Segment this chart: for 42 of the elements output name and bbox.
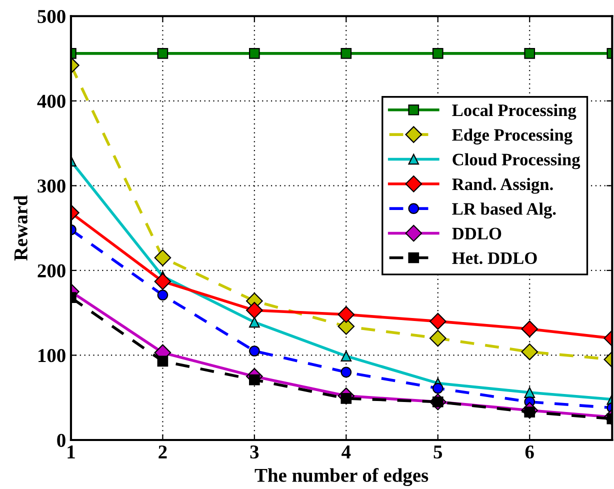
point	[157, 48, 168, 59]
legend-label: Het. DDLO	[452, 252, 537, 264]
point	[429, 312, 446, 330]
y-tick-label: 400	[37, 94, 66, 108]
point	[521, 343, 538, 360]
point	[154, 249, 172, 266]
point	[157, 290, 168, 300]
legend-label: Local Processing	[452, 104, 576, 120]
point	[340, 48, 352, 59]
y-axis-title: Reward	[14, 195, 28, 261]
x-tick-label: 3	[250, 445, 259, 459]
y-tick-label: 200	[38, 264, 66, 278]
point	[432, 48, 444, 59]
point	[246, 302, 263, 319]
x-tick-label: 6	[525, 445, 534, 459]
legend-label: DDLO	[452, 228, 502, 240]
point	[340, 366, 352, 378]
x-tick-label: 5	[434, 446, 442, 459]
x-tick-label: 2	[158, 445, 167, 458]
point	[249, 48, 260, 59]
y-tick-label: 100	[38, 349, 66, 362]
legend-label: LR based Alg.	[452, 202, 556, 218]
y-tick-label: 0	[57, 434, 66, 447]
x-tick-label: 1	[68, 446, 75, 458]
point	[154, 273, 172, 290]
point	[524, 387, 536, 398]
point	[521, 320, 538, 338]
y-tick-label: 500	[38, 10, 66, 24]
point	[249, 346, 260, 356]
point	[249, 316, 260, 328]
y-tick-label: 300	[38, 180, 66, 193]
x-axis-title: The number of edges	[254, 468, 428, 486]
point	[429, 330, 446, 347]
point	[340, 350, 352, 362]
legend-label: Rand. Assign.	[452, 178, 553, 194]
point	[338, 306, 355, 323]
point	[432, 382, 444, 394]
legend-label: Cloud Processing	[452, 153, 580, 170]
point	[524, 48, 536, 59]
legend-label: Edge Processing	[452, 128, 572, 144]
point	[157, 356, 168, 367]
x-tick-label: 4	[342, 446, 351, 458]
